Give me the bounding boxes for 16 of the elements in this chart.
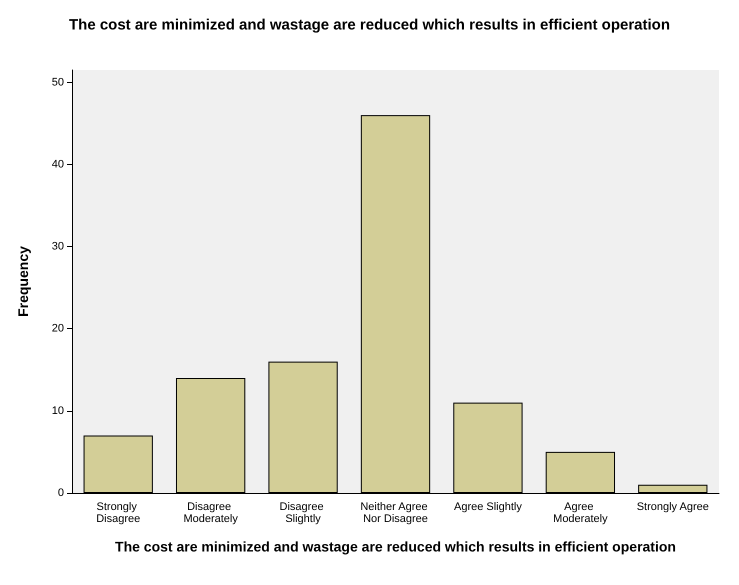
x-tick-label: Agree Moderately <box>553 501 608 525</box>
y-tick-label: 30 <box>52 240 64 253</box>
x-tick-label: Agree Slightly <box>454 501 522 513</box>
x-tick-label: Strongly Disagree <box>96 501 140 525</box>
x-axis-title: The cost are minimized and wastage are reduced which results in efficient operation <box>115 538 676 554</box>
x-tick-label: Strongly Agree <box>636 501 709 513</box>
y-axis-title: Frequency <box>15 246 31 317</box>
y-tick-label: 40 <box>52 158 64 170</box>
y-tick-label: 50 <box>52 76 64 88</box>
x-tick-label: Disagree Slightly <box>280 501 327 525</box>
x-tick-label: Neither Agree Nor Disagree <box>360 501 431 525</box>
y-tick-label: 0 <box>58 487 64 499</box>
x-tick-label: Disagree Moderately <box>183 501 238 525</box>
y-tick-label: 20 <box>52 322 64 335</box>
y-tick-label: 10 <box>52 404 64 417</box>
chart-title: The cost are minimized and wastage are reduced which results in efficient operation <box>69 16 670 34</box>
